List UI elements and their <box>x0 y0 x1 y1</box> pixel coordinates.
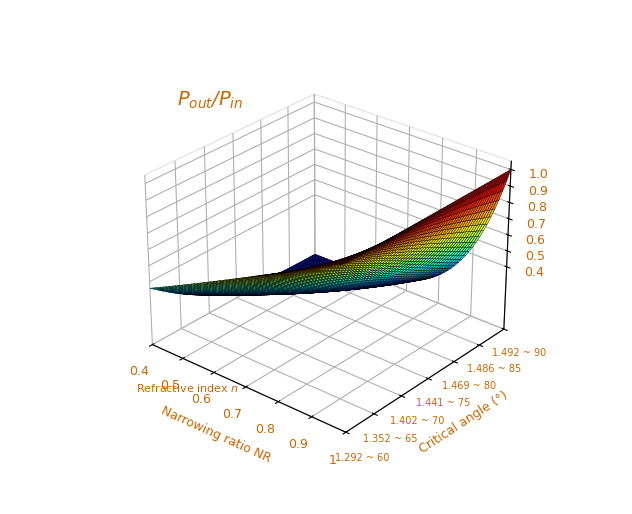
Text: $P_{out}$/$P_{in}$: $P_{out}$/$P_{in}$ <box>178 89 244 111</box>
X-axis label: Narrowing ratio NR: Narrowing ratio NR <box>159 404 272 465</box>
Y-axis label: Critical angle (°): Critical angle (°) <box>416 389 510 456</box>
